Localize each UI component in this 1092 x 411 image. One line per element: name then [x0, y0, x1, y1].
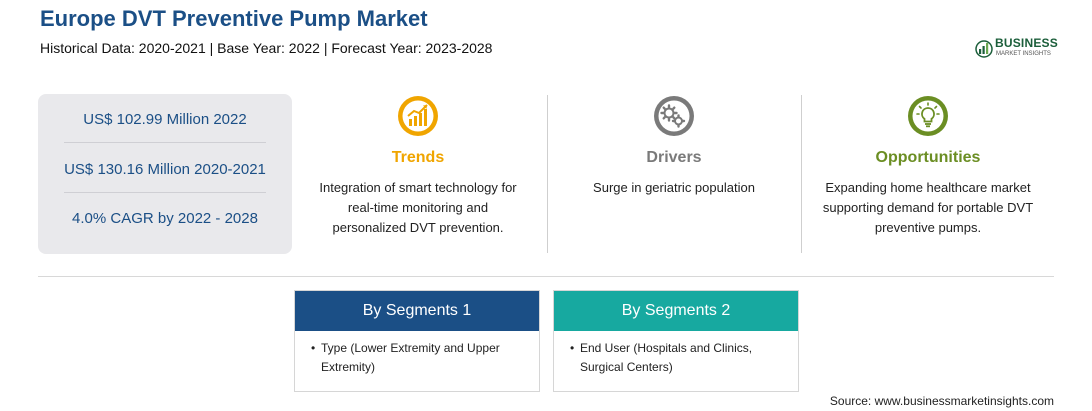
market-stats-box: US$ 102.99 Million 2022 US$ 130.16 Milli…: [38, 94, 292, 254]
stats-divider: [64, 142, 266, 143]
drivers-heading: Drivers: [646, 149, 702, 166]
segment-1-title: By Segments 1: [295, 291, 539, 331]
segment-card-1: By Segments 1 • Type (Lower Extremity and…: [294, 290, 540, 392]
opportunities-heading: Opportunities: [875, 149, 981, 166]
section-divider: [38, 276, 1054, 277]
trend-chart-icon: [398, 96, 438, 136]
trends-text: Integration of smart technology for real…: [298, 178, 538, 238]
page-subtitle: Historical Data: 2020-2021 | Base Year: …: [40, 40, 493, 56]
drivers-line: Surge in geriatric population: [593, 180, 755, 195]
opportunities-text: Expanding home healthcare market support…: [808, 178, 1048, 238]
segment-1-body: • Type (Lower Extremity and Upper Extremi…: [295, 331, 539, 377]
lightbulb-icon: [908, 96, 948, 136]
segment-2-title: By Segments 2: [554, 291, 798, 331]
segment-1-item: Type (Lower Extremity and Upper: [321, 341, 500, 355]
logo-name: BUSINESS: [995, 36, 1058, 50]
trends-line: real-time monitoring and: [347, 200, 489, 215]
trends-heading: Trends: [391, 149, 445, 166]
segment-2-item: End User (Hospitals and Clinics,: [580, 341, 753, 355]
bullet-icon: •: [311, 341, 316, 355]
business-market-insights-logo: BUSINESS MARKET INSIGHTS: [975, 34, 1065, 64]
page-title: Europe DVT Preventive Pump Market: [40, 6, 428, 31]
opportunities-line: supporting demand for portable DVT: [822, 200, 1034, 215]
stats-divider: [64, 192, 266, 193]
column-separator: [801, 95, 802, 253]
market-value-2020-2021: US$ 130.16 Million 2020-2021: [64, 161, 266, 178]
opportunities-line: Expanding home healthcare market: [825, 180, 1031, 195]
cagr-value: 4.0% CAGR by 2022 - 2028: [72, 210, 258, 227]
trends-line: Integration of smart technology for: [319, 180, 517, 195]
column-separator: [547, 95, 548, 253]
logo-tagline: MARKET INSIGHTS: [996, 51, 1051, 57]
logo-globe-icon: [975, 40, 993, 58]
segment-2-body: • End User (Hospitals and Clinics, Surgic…: [554, 331, 798, 377]
trends-line: personalized DVT prevention.: [332, 220, 504, 235]
source-credit: Source: www.businessmarketinsights.com: [829, 394, 1054, 408]
opportunities-line: preventive pumps.: [874, 220, 982, 235]
segment-2-item-cont: Surgical Centers): [580, 360, 673, 374]
bullet-icon: •: [570, 341, 575, 355]
gears-icon: [654, 96, 694, 136]
drivers-text: Surge in geriatric population: [554, 178, 794, 198]
segment-1-item-cont: Extremity): [321, 360, 375, 374]
segment-card-2: By Segments 2 • End User (Hospitals and C…: [553, 290, 799, 392]
market-value-2022: US$ 102.99 Million 2022: [83, 111, 247, 128]
